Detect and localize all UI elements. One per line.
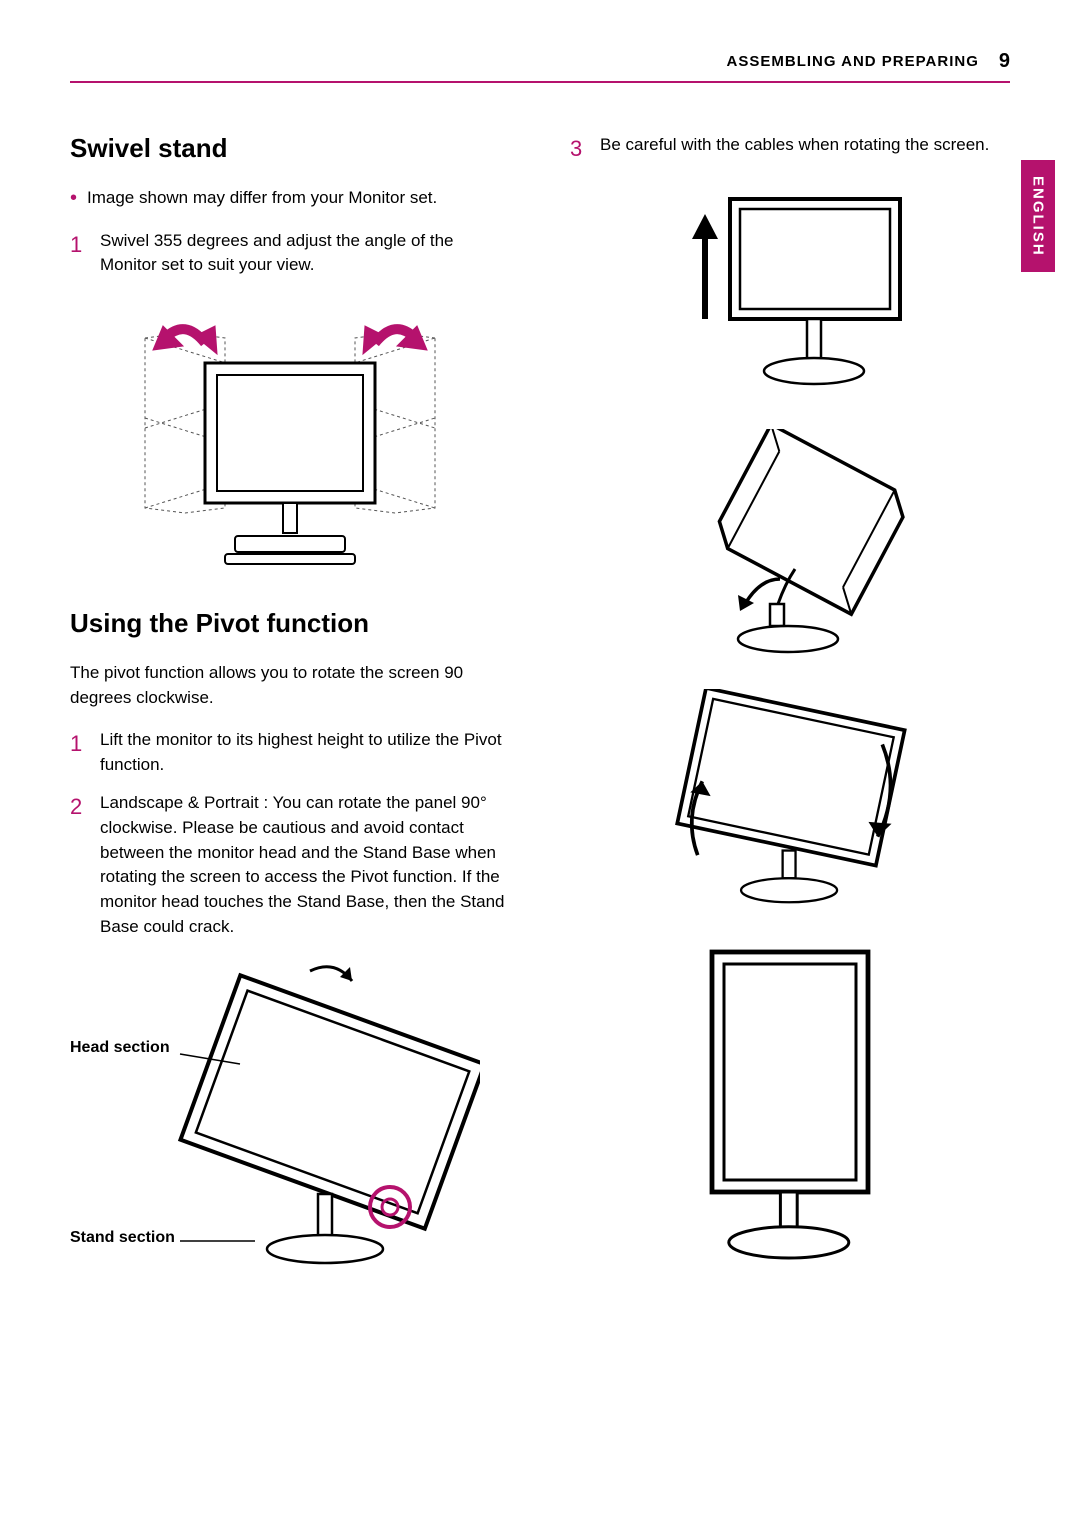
list-item: 1 Lift the monitor to its highest height… <box>70 728 510 777</box>
bullet-item: • Image shown may differ from your Monit… <box>70 186 510 211</box>
head-section-label: Head section <box>70 1039 170 1057</box>
list-item: 2 Landscape & Portrait : You can rotate … <box>70 791 510 939</box>
step-text: Landscape & Portrait : You can rotate th… <box>100 791 510 939</box>
step-text: Lift the monitor to its highest height t… <box>100 728 510 777</box>
step-number: 1 <box>70 728 88 777</box>
page-number: 9 <box>999 50 1010 73</box>
pivot-step3-figure <box>670 689 910 911</box>
section-title: ASSEMBLING AND PREPARING <box>727 53 979 70</box>
step-number: 3 <box>570 133 588 165</box>
pivot-intro: The pivot function allows you to rotate … <box>70 661 510 710</box>
step-text: Swivel 355 degrees and adjust the angle … <box>100 229 510 278</box>
right-column: 3 Be careful with the cables when rotati… <box>570 133 1010 1319</box>
stand-section-label: Stand section <box>70 1229 175 1247</box>
list-item: 3 Be careful with the cables when rotati… <box>570 133 1010 165</box>
bullet-dot-icon: • <box>70 186 77 211</box>
list-item: 1 Swivel 355 degrees and adjust the angl… <box>70 229 510 278</box>
heading-swivel: Swivel stand <box>70 133 510 164</box>
step-number: 1 <box>70 229 88 278</box>
pivot-step4-figure <box>670 940 910 1264</box>
pivot-labeled-figure: Head section Stand section <box>70 959 510 1279</box>
pivot-step2-figure <box>670 429 910 659</box>
language-tab: ENGLISH <box>1021 160 1055 272</box>
step-text: Be careful with the cables when rotating… <box>600 133 989 165</box>
swivel-diagram <box>125 308 455 568</box>
left-column: Swivel stand • Image shown may differ fr… <box>70 133 510 1319</box>
heading-pivot: Using the Pivot function <box>70 608 510 639</box>
step-number: 2 <box>70 791 88 939</box>
pivot-step1-figure <box>670 179 910 399</box>
page-header: ASSEMBLING AND PREPARING 9 <box>70 50 1010 83</box>
bullet-text: Image shown may differ from your Monitor… <box>87 186 437 211</box>
